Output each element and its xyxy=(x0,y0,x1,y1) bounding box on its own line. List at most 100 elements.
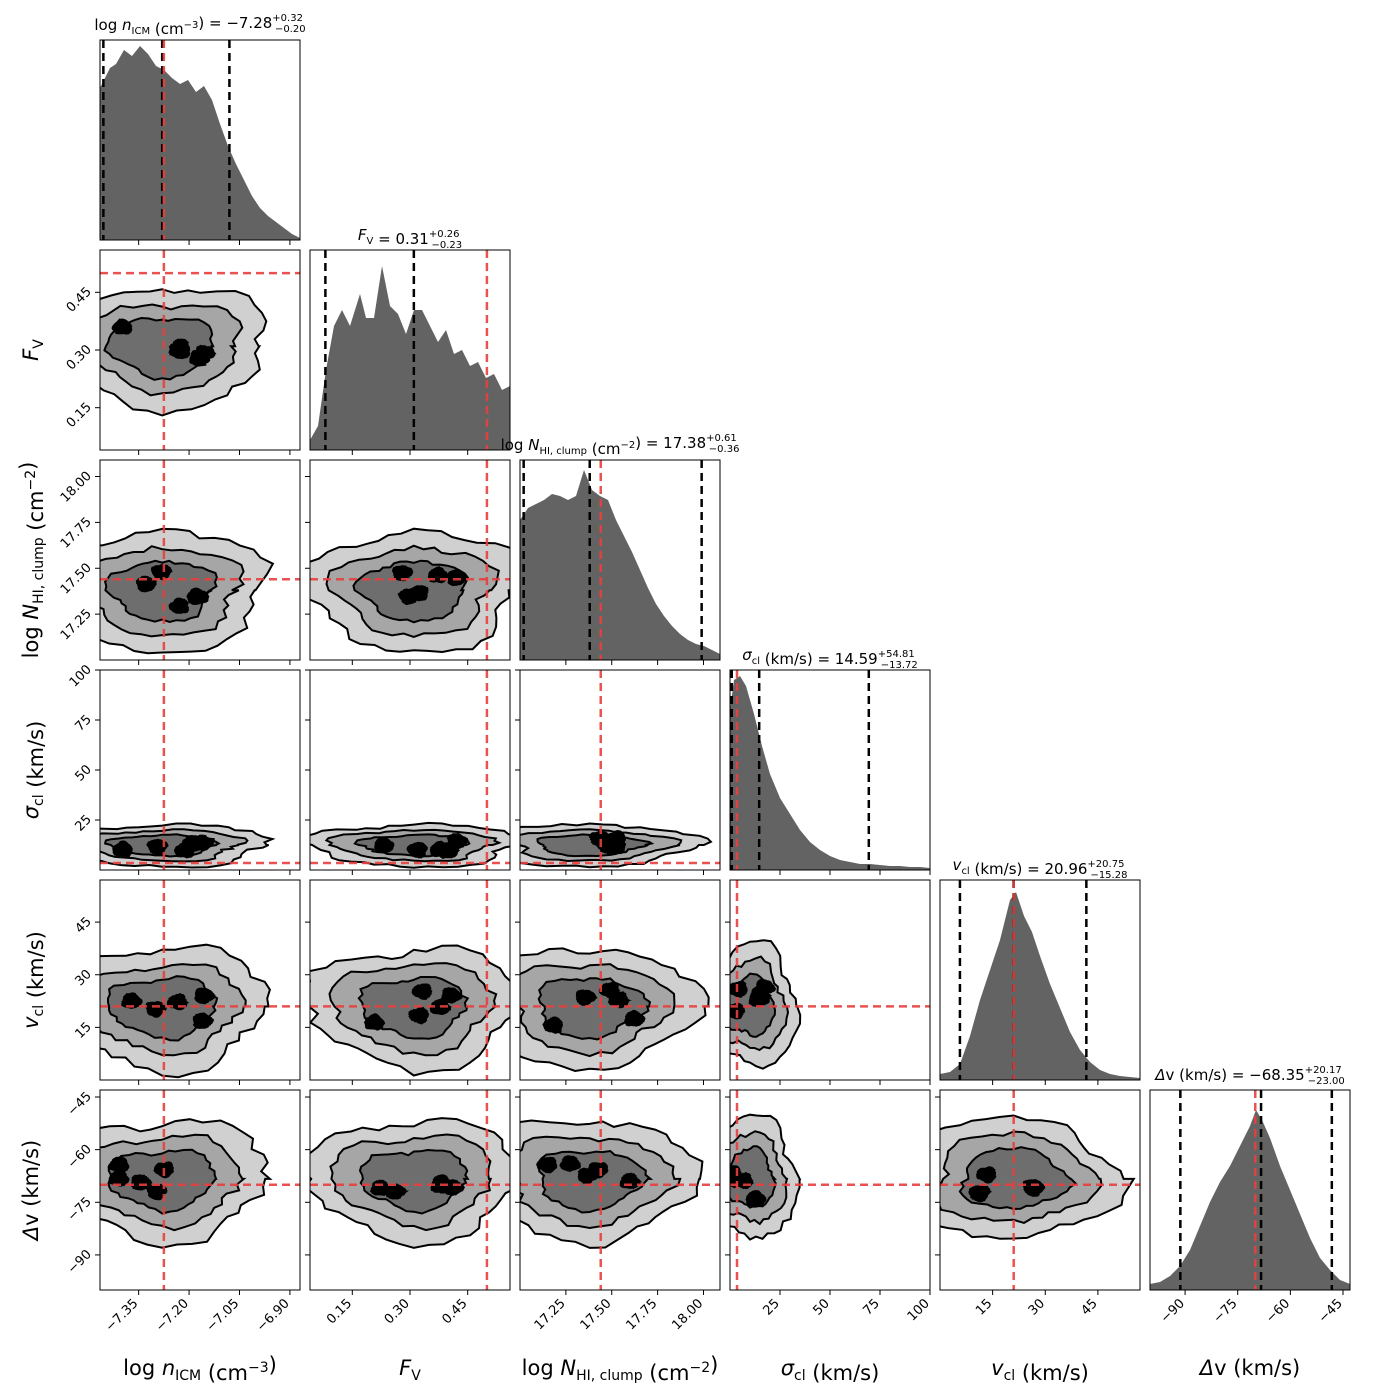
y-tick-label-log_N_HI-3: 18.00 xyxy=(58,469,95,506)
title-err-minus: −0.20 xyxy=(275,24,306,35)
title-err-minus: −0.23 xyxy=(432,240,463,251)
axis-close: ) xyxy=(16,462,40,470)
title-equals: = xyxy=(373,230,395,248)
y-axis-label-F_V: FV xyxy=(19,339,47,361)
panel-sigma_cl-F_V xyxy=(305,669,511,875)
contour-v_cl-log_n_icm-3-0 xyxy=(145,1000,167,1018)
title-median: 20.96 xyxy=(1044,860,1087,878)
axis-symbol: σ xyxy=(19,805,43,819)
title-median: −68.35 xyxy=(1249,1066,1305,1084)
title-err-plus: +0.26 xyxy=(429,229,460,240)
axis-symbol: σ xyxy=(781,1356,795,1380)
histogram-log_n_icm xyxy=(100,46,300,240)
panel-content xyxy=(100,880,300,1080)
y-tick-label-sigma_cl-3: 100 xyxy=(67,662,95,690)
axis-close: ) xyxy=(710,1353,718,1377)
title-equals: ) = xyxy=(198,14,226,32)
axis-log: log xyxy=(19,620,43,659)
contour-delta_v-sigma_cl-2-0 xyxy=(730,1145,778,1209)
title-subscript: ICM xyxy=(132,26,151,37)
title-symbol: n xyxy=(122,16,132,34)
y-tick-label-F_V-2: 0.45 xyxy=(64,285,95,316)
x-tick-label-log_N_HI-3: 18.00 xyxy=(669,1296,706,1333)
axis-unit: (km/s) xyxy=(806,1361,880,1385)
axis-unit: (km/s) xyxy=(24,931,48,1005)
axis-log: log xyxy=(123,1356,162,1380)
contour-sigma_cl-log_n_icm-3-3 xyxy=(193,834,215,852)
x-tick-label-delta_v-2: −60 xyxy=(1263,1296,1293,1326)
contour-sigma_cl-F_V-3-0 xyxy=(374,836,395,854)
y-tick-label-delta_v-0: −90 xyxy=(65,1247,95,1277)
contour-F_V-log_n_icm-3-4 xyxy=(111,318,133,335)
axis-symbol: Δ xyxy=(1198,1356,1214,1380)
y-axis-label-v_cl: vcl (km/s) xyxy=(19,931,48,1029)
y-tick-label-v_cl-2: 45 xyxy=(73,914,95,936)
x-tick-label-v_cl-0: 15 xyxy=(973,1296,995,1318)
x-tick-label-sigma_cl-3: 100 xyxy=(905,1296,933,1324)
panel-content xyxy=(730,670,930,870)
title-sup: −3 xyxy=(184,20,199,31)
panel-frame xyxy=(519,459,721,661)
contour-log_N_HI-log_n_icm-3-3 xyxy=(150,563,174,581)
contour-v_cl-log_N_HI-3-2 xyxy=(575,989,598,1007)
panel-content xyxy=(1150,1090,1350,1290)
panel-v_cl-log_n_icm: 15 30 45 xyxy=(73,879,301,1085)
title-log_N_HI: log NHI, clump (cm−2) = 17.38+0.61 −0.36 xyxy=(501,433,740,458)
panel-log_N_HI-log_n_icm: 17.25 17.50 17.75 18.00 xyxy=(58,459,301,665)
panel-log_n_icm-log_n_icm: log nICM (cm−3) = −7.28+0.32 −0.20 xyxy=(94,13,306,245)
panel-sigma_cl-log_N_HI xyxy=(515,669,721,875)
title-symbol: F xyxy=(358,226,367,244)
panel-frame xyxy=(1149,1089,1351,1291)
title-err-plus: +0.32 xyxy=(272,13,303,24)
y-tick-label-F_V-0: 0.15 xyxy=(64,400,95,431)
panel-delta_v-sigma_cl: 25 50 75 100 xyxy=(725,1089,933,1324)
y-tick-label-sigma_cl-2: 75 xyxy=(73,712,95,734)
axis-log: log xyxy=(522,1356,561,1380)
contour-log_N_HI-F_V-3-3 xyxy=(397,588,421,605)
panel-sigma_cl-sigma_cl: σcl (km/s) = 14.59+54.81 −13.72 xyxy=(729,646,931,875)
contour-delta_v-v_cl-3-4 xyxy=(969,1184,993,1201)
y-tick-label-log_N_HI-1: 17.50 xyxy=(58,560,95,597)
panel-content xyxy=(520,670,720,870)
title-median: 17.38 xyxy=(663,434,706,452)
contour-v_cl-log_N_HI-3-4 xyxy=(624,1009,646,1027)
title-symbol: Δ xyxy=(1154,1066,1165,1084)
panel-content xyxy=(310,670,510,870)
x-tick-label-sigma_cl-0: 25 xyxy=(761,1296,783,1318)
title-F_V: FV = 0.31+0.26 −0.23 xyxy=(358,226,462,251)
contour-sigma_cl-log_n_icm-3-4 xyxy=(173,841,195,859)
contour-sigma_cl-F_V-3-3 xyxy=(446,832,470,850)
panel-content xyxy=(100,40,300,240)
y-tick-label-log_N_HI-0: 17.25 xyxy=(58,606,95,643)
title-sup: −2 xyxy=(620,440,635,451)
panel-frame xyxy=(939,879,1141,1081)
axis-sup: −2 xyxy=(690,1360,711,1376)
panel-content xyxy=(730,1090,930,1290)
contour-v_cl-F_V-2-0 xyxy=(357,976,470,1040)
title-err-plus: +20.17 xyxy=(1305,1065,1342,1076)
panel-v_cl-F_V xyxy=(305,879,511,1085)
axis-symbol: F xyxy=(399,1356,412,1380)
contour-delta_v-log_n_icm-3-1 xyxy=(108,1170,131,1187)
title-log: log xyxy=(501,436,529,454)
axis-close: ) xyxy=(269,1353,277,1377)
title-symbol: v xyxy=(953,856,963,874)
x-tick-label-F_V-0: 0.15 xyxy=(324,1296,355,1327)
axis-sub: HI, clump xyxy=(31,537,47,604)
title-symbol: N xyxy=(528,436,539,454)
title-err-plus: +54.81 xyxy=(878,649,915,660)
axis-symbol: N xyxy=(560,1356,576,1380)
axis-symbol: F xyxy=(19,348,43,361)
contour-v_cl-log_n_icm-3-2 xyxy=(121,992,143,1009)
histogram-v_cl xyxy=(940,892,1140,1080)
contour-v_cl-F_V-3-4 xyxy=(411,983,433,1000)
title-equals: ) = xyxy=(635,434,663,452)
contour-F_V-log_n_icm-2-0 xyxy=(103,316,215,381)
x-tick-label-sigma_cl-1: 50 xyxy=(811,1296,833,1318)
title-err-plus: +0.61 xyxy=(706,433,737,444)
title-equals: = xyxy=(1022,860,1044,878)
axis-symbol: Δ xyxy=(19,1226,43,1242)
title-sigma_cl: σcl (km/s) = 14.59+54.81 −13.72 xyxy=(742,646,918,671)
title-median: 0.31 xyxy=(395,230,428,248)
